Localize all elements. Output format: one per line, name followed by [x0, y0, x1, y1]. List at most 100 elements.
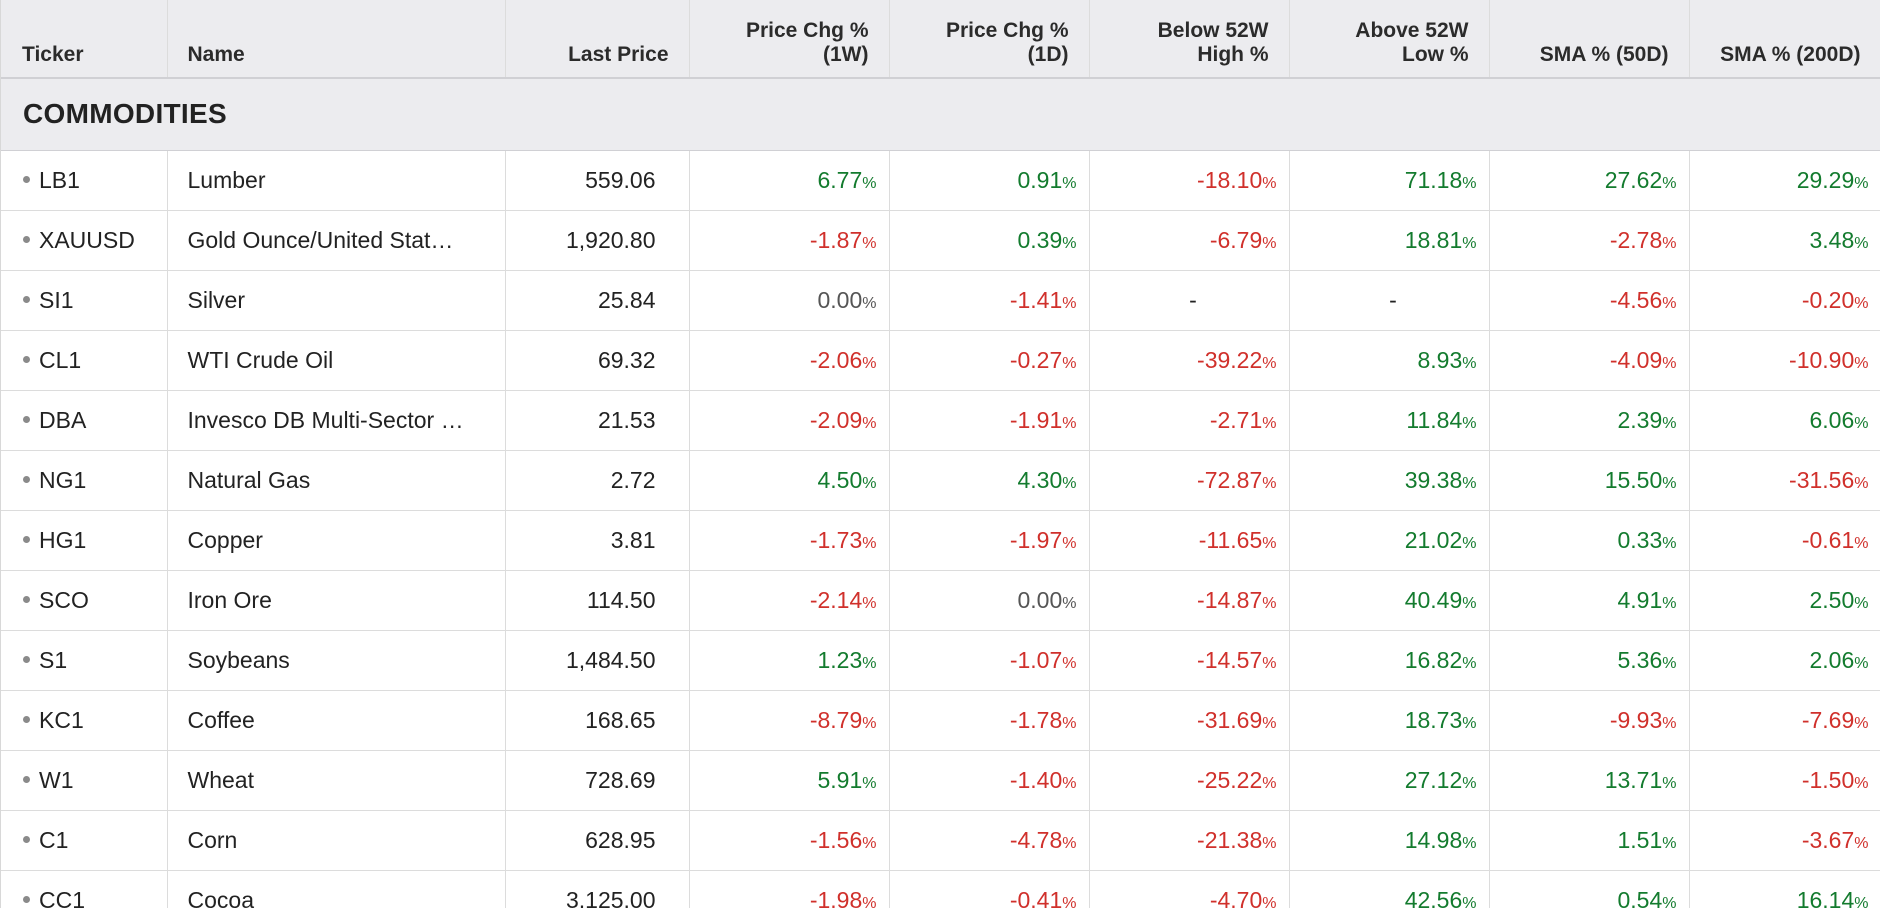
ticker-symbol[interactable]: CC1 [39, 886, 86, 908]
bullet-icon [23, 235, 30, 243]
column-header-last-price[interactable]: Last Price [505, 0, 690, 79]
bullet-icon [23, 175, 30, 183]
chg-1d-cell: -1.40% [889, 750, 1090, 811]
sma-50d-cell: -2.78% [1489, 210, 1690, 271]
ticker-cell[interactable]: XAUUSD [1, 210, 168, 271]
column-header-sma-50d[interactable]: SMA % (50D) [1489, 0, 1690, 79]
percent-value: -7.69 [1801, 706, 1855, 733]
name-cell: Soybeans [167, 630, 506, 691]
ticker-symbol[interactable]: KC1 [39, 706, 84, 733]
ticker-symbol[interactable]: DBA [39, 406, 87, 433]
column-header-name[interactable]: Name [167, 0, 506, 79]
table-row[interactable]: C1 Corn 628.95 -1.56% -4.78% -21.38% 14.98% 1.5… [1, 810, 1880, 871]
column-header-above-52w-low[interactable]: Above 52W Low % [1289, 0, 1490, 79]
chg-1d-cell: 0.00% [889, 570, 1090, 631]
ticker-symbol[interactable]: W1 [39, 766, 74, 793]
ticker-symbol[interactable]: S1 [39, 646, 68, 673]
ticker-cell[interactable]: CL1 [1, 330, 168, 391]
percent-unit: % [1062, 774, 1077, 792]
percent-value: -1.56 [809, 826, 863, 853]
sma-200d-cell: -10.90% [1689, 330, 1880, 391]
column-header-sma-200d[interactable]: SMA % (200D) [1689, 0, 1880, 79]
ticker-symbol[interactable]: HG1 [39, 526, 87, 553]
ticker-cell[interactable]: C1 [1, 810, 168, 871]
ticker-cell[interactable]: CC1 [1, 870, 168, 908]
percent-value: -18.10 [1197, 166, 1263, 193]
percent-value: -39.22 [1197, 346, 1263, 373]
table-row[interactable]: CL1 WTI Crude Oil 69.32 -2.06% -0.27% -39.22%… [1, 330, 1880, 391]
percent-value: 4.30 [1017, 466, 1063, 493]
ticker-symbol[interactable]: SI1 [39, 286, 74, 313]
ticker-symbol[interactable]: LB1 [39, 166, 80, 193]
ticker-cell[interactable]: KC1 [1, 690, 168, 751]
name-cell: Corn [167, 810, 506, 871]
bullet-icon [23, 415, 30, 423]
table-row[interactable]: HG1 Copper 3.81 -1.73% -1.97% -11.65% 21.02% 0.… [1, 510, 1880, 571]
percent-value: 8.93 [1417, 346, 1463, 373]
percent-value: -6.79 [1209, 226, 1263, 253]
percent-unit: % [1854, 534, 1869, 552]
percent-unit: % [1662, 174, 1677, 192]
below-52w-high-cell: -21.38% [1089, 810, 1290, 871]
ticker-cell[interactable]: DBA [1, 390, 168, 451]
percent-unit: % [1062, 834, 1077, 852]
table-row[interactable]: KC1 Coffee 168.65 -8.79% -1.78% -31.69% 18.73%… [1, 690, 1880, 751]
percent-value: 29.29 [1796, 166, 1855, 193]
percent-unit: % [1662, 894, 1677, 908]
above-52w-low-cell: 18.73% [1289, 690, 1490, 751]
name-cell: Gold Ounce/United Stat… [167, 210, 506, 271]
ticker-cell[interactable]: LB1 [1, 150, 168, 211]
percent-unit: % [1462, 714, 1477, 732]
percent-unit: % [1854, 174, 1869, 192]
ticker-symbol[interactable]: CL1 [39, 346, 82, 373]
percent-unit: % [862, 354, 877, 372]
sma-50d-cell: 1.51% [1489, 810, 1690, 871]
percent-unit: % [1854, 294, 1869, 312]
table-row[interactable]: CC1 Cocoa 3,125.00 -1.98% -0.41% -4.70% 42.56%… [1, 870, 1880, 908]
percent-unit: % [1062, 234, 1077, 252]
percent-value: -10.90 [1789, 346, 1855, 373]
table-row[interactable]: LB1 Lumber 559.06 6.77% 0.91% -18.10% 71.18% 27… [1, 150, 1880, 211]
percent-value: -3.67 [1801, 826, 1855, 853]
chg-1d-cell: -0.41% [889, 870, 1090, 908]
column-header-below-52w-high[interactable]: Below 52W High % [1089, 0, 1290, 79]
table-row[interactable]: DBA Invesco DB Multi-Sector … 21.53 -2.09% -… [1, 390, 1880, 451]
above-52w-low-cell: - [1289, 270, 1490, 331]
table-row[interactable]: NG1 Natural Gas 2.72 4.50% 4.30% -72.87% 39.38… [1, 450, 1880, 511]
ticker-symbol[interactable]: SCO [39, 586, 89, 613]
table-row[interactable]: W1 Wheat 728.69 5.91% -1.40% -25.22% 27.12% 13.… [1, 750, 1880, 811]
ticker-cell[interactable]: SCO [1, 570, 168, 631]
percent-unit: % [862, 534, 877, 552]
ticker-symbol[interactable]: XAUUSD [39, 226, 135, 253]
sma-200d-cell: 3.48% [1689, 210, 1880, 271]
percent-value: -1.40 [1009, 766, 1063, 793]
below-52w-high-cell: -72.87% [1089, 450, 1290, 511]
column-header-ticker[interactable]: Ticker [1, 0, 168, 79]
chg-1w-cell: -1.87% [689, 210, 890, 271]
ticker-cell[interactable]: S1 [1, 630, 168, 691]
above-52w-low-cell: 16.82% [1289, 630, 1490, 691]
sma-200d-cell: 2.50% [1689, 570, 1880, 631]
percent-value: -1.87 [809, 226, 863, 253]
ticker-cell[interactable]: W1 [1, 750, 168, 811]
percent-value: 0.33 [1617, 526, 1663, 553]
last-price-cell: 728.69 [505, 750, 690, 811]
percent-unit: % [1854, 354, 1869, 372]
above-52w-low-cell: 27.12% [1289, 750, 1490, 811]
bullet-icon [23, 295, 30, 303]
table-row[interactable]: SI1 Silver 25.84 0.00% -1.41% - - -4.56% -0.20% [1, 270, 1880, 331]
table-row[interactable]: S1 Soybeans 1,484.50 1.23% -1.07% -14.57% 16.8… [1, 630, 1880, 691]
table-row[interactable]: SCO Iron Ore 114.50 -2.14% 0.00% -14.87% 40.49… [1, 570, 1880, 631]
column-header-price-chg-1w[interactable]: Price Chg % (1W) [689, 0, 890, 79]
column-header-price-chg-1d[interactable]: Price Chg % (1D) [889, 0, 1090, 79]
ticker-cell[interactable]: SI1 [1, 270, 168, 331]
table-row[interactable]: XAUUSD Gold Ounce/United Stat… 1,920.80 -1.… [1, 210, 1880, 271]
ticker-symbol[interactable]: NG1 [39, 466, 87, 493]
ticker-symbol[interactable]: C1 [39, 826, 69, 853]
ticker-cell[interactable]: HG1 [1, 510, 168, 571]
percent-value: -2.78 [1609, 226, 1663, 253]
sma-50d-cell: 0.33% [1489, 510, 1690, 571]
percent-value: 27.62 [1604, 166, 1663, 193]
ticker-cell[interactable]: NG1 [1, 450, 168, 511]
percent-value: -0.61 [1801, 526, 1855, 553]
